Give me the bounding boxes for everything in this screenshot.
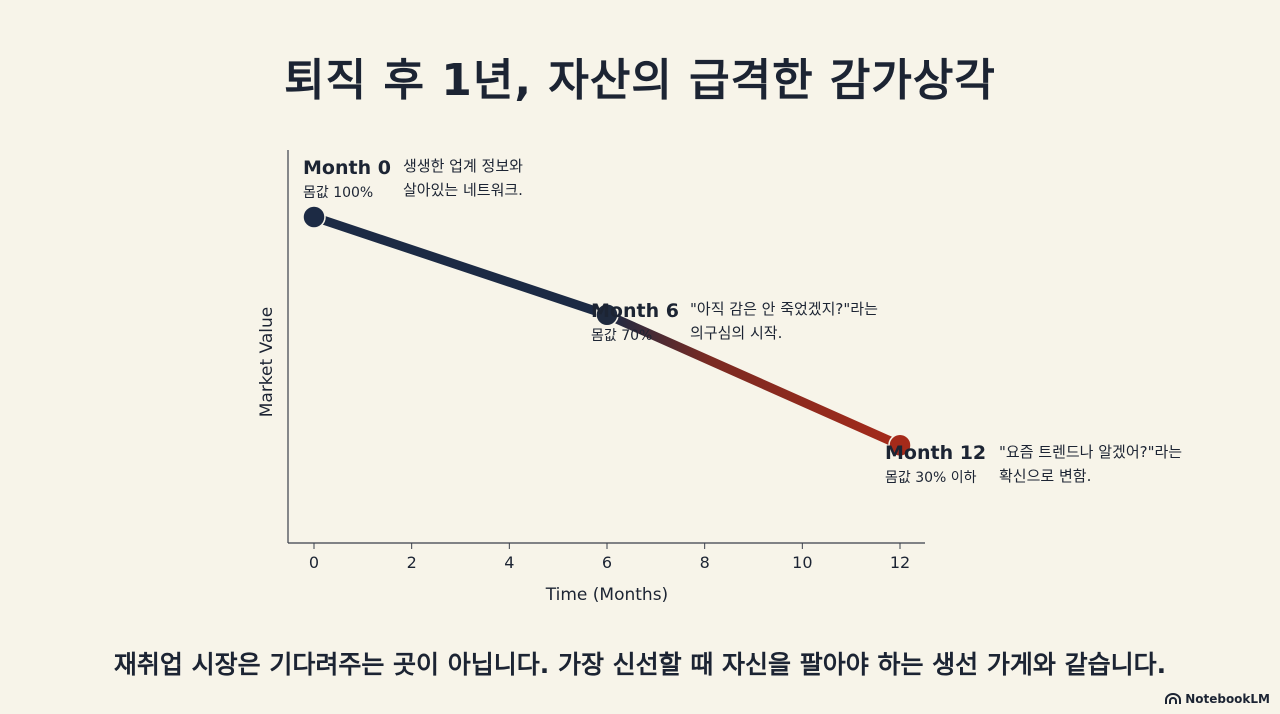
annotation-month-6-label: Month 6 [591, 300, 679, 322]
page-title: 퇴직 후 1년, 자산의 급격한 감가상각 [284, 55, 996, 106]
annotation-month-0-note-line-2: 살아있는 네트워크. [403, 181, 523, 199]
annotation-month-12-note-line-2: 확신으로 변함. [999, 467, 1092, 485]
footer-caption: 재취업 시장은 기다려주는 곳이 아닙니다. 가장 신선할 때 자신을 팔아야 … [113, 650, 1167, 679]
brand-watermark: NotebookLM [1165, 692, 1270, 706]
x-tick-label-0: 0 [309, 553, 319, 572]
annotation-month-0-note: 생생한 업계 정보와 살아있는 네트워크. [403, 154, 523, 202]
data-point-month-0 [302, 205, 326, 229]
y-axis-label: Market Value [257, 307, 277, 418]
x-tick-label-12: 12 [890, 553, 910, 572]
annotation-month-6-value: 몸값 70% [591, 328, 653, 344]
series-segment-6-12 [602, 310, 905, 450]
annotation-month-0-note-line-1: 생생한 업계 정보와 [403, 157, 523, 175]
annotation-month-6-note-line-1: "아직 감은 안 죽었겠지?"라는 [690, 300, 878, 318]
annotation-month-12-note-line-1: "요즘 트렌드나 알겠어?"라는 [999, 443, 1183, 461]
x-tick-label-2: 2 [407, 553, 417, 572]
series-segment-0-6 [309, 212, 612, 320]
annotation-month-6-note-line-2: 의구심의 시작. [690, 324, 783, 342]
x-axis-label: Time (Months) [545, 585, 668, 605]
annotation-month-12-note: "요즘 트렌드나 알겠어?"라는 확신으로 변함. [999, 440, 1182, 488]
data-point-month-6 [595, 303, 619, 327]
x-tick-label-6: 6 [602, 553, 612, 572]
notebooklm-logo-icon [1165, 693, 1182, 704]
annotation-month-0-label: Month 0 [303, 157, 391, 179]
annotation-month-12-label: Month 12 [885, 442, 987, 464]
x-tick-label-8: 8 [700, 553, 710, 572]
annotation-month-6-note: "아직 감은 안 죽었겠지?"라는 의구심의 시작. [690, 297, 878, 345]
data-point-month-12 [888, 433, 912, 457]
brand-name: NotebookLM [1185, 692, 1270, 706]
annotation-month-12-value: 몸값 30% 이하 [885, 470, 977, 486]
x-tick-label-4: 4 [504, 553, 514, 572]
annotation-month-0-value: 몸값 100% [303, 185, 374, 201]
x-tick-label-10: 10 [792, 553, 812, 572]
